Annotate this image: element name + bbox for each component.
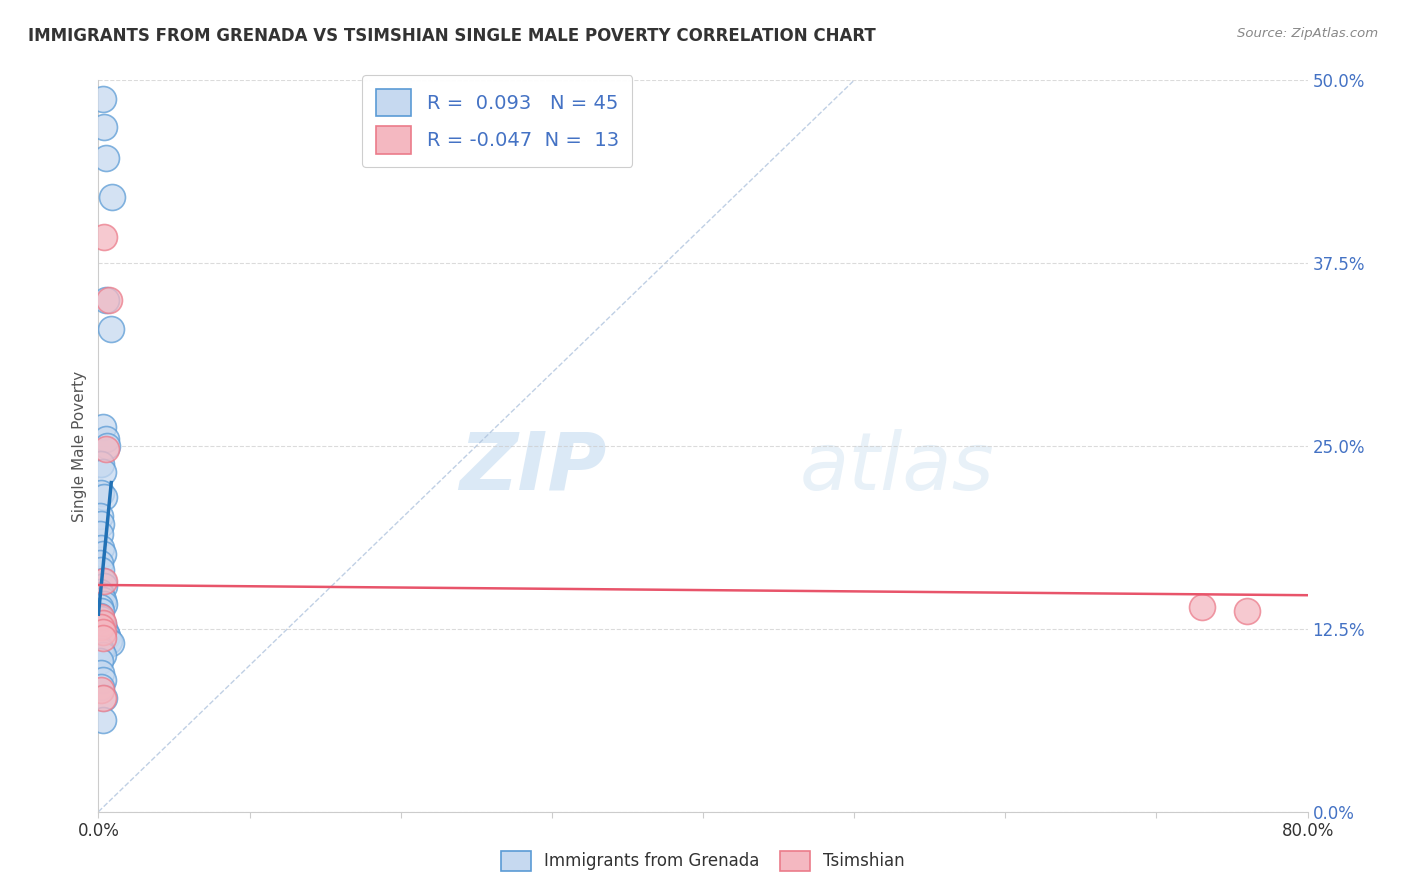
Point	[91, 574, 114, 588]
Legend: Immigrants from Grenada, Tsimshian: Immigrants from Grenada, Tsimshian	[494, 842, 912, 880]
Point	[93, 690, 115, 705]
Point	[91, 713, 114, 727]
Point	[91, 673, 114, 687]
Text: ZIP: ZIP	[458, 429, 606, 507]
Text: IMMIGRANTS FROM GRENADA VS TSIMSHIAN SINGLE MALE POVERTY CORRELATION CHART: IMMIGRANTS FROM GRENADA VS TSIMSHIAN SIN…	[28, 27, 876, 45]
Point	[90, 485, 112, 500]
Point	[93, 490, 115, 504]
Text: Source: ZipAtlas.com: Source: ZipAtlas.com	[1237, 27, 1378, 40]
Point	[89, 585, 111, 599]
Point	[93, 622, 115, 636]
Point	[91, 466, 114, 480]
Point	[89, 599, 111, 614]
Point	[89, 556, 111, 570]
Point	[94, 626, 117, 640]
Y-axis label: Single Male Poverty: Single Male Poverty	[72, 370, 87, 522]
Point	[93, 574, 115, 588]
Point	[91, 547, 114, 561]
Point	[91, 615, 114, 630]
Point	[91, 420, 114, 434]
Point	[91, 92, 114, 106]
Point	[90, 541, 112, 556]
Point	[89, 608, 111, 623]
Point	[91, 592, 114, 607]
Point	[94, 151, 117, 165]
Point	[94, 293, 117, 307]
Point	[96, 629, 118, 643]
Point	[93, 120, 115, 134]
Point	[94, 432, 117, 446]
Point	[90, 683, 112, 698]
Point	[93, 579, 115, 593]
Text: atlas: atlas	[800, 429, 994, 507]
Point	[90, 644, 112, 658]
Point	[101, 190, 124, 204]
Point	[100, 636, 122, 650]
Point	[91, 624, 114, 639]
Point	[100, 322, 122, 336]
Point	[90, 457, 112, 471]
Point	[90, 665, 112, 680]
Point	[89, 640, 111, 655]
Point	[94, 442, 117, 456]
Point	[91, 617, 114, 632]
Point	[89, 509, 111, 524]
Point	[1236, 604, 1258, 618]
Point	[93, 597, 115, 611]
Point	[98, 633, 121, 648]
Point	[90, 604, 112, 618]
Point	[89, 526, 111, 541]
Legend: R =  0.093   N = 45, R = -0.047  N =  13: R = 0.093 N = 45, R = -0.047 N = 13	[363, 75, 633, 168]
Point	[91, 631, 114, 645]
Point	[96, 439, 118, 453]
Point	[90, 681, 112, 695]
Point	[91, 690, 114, 705]
Point	[90, 588, 112, 602]
Point	[93, 229, 115, 244]
Point	[90, 612, 112, 626]
Point	[90, 516, 112, 531]
Point	[91, 648, 114, 663]
Point	[1191, 599, 1213, 614]
Point	[98, 293, 121, 307]
Point	[89, 654, 111, 668]
Point	[90, 620, 112, 634]
Point	[90, 563, 112, 577]
Point	[90, 610, 112, 624]
